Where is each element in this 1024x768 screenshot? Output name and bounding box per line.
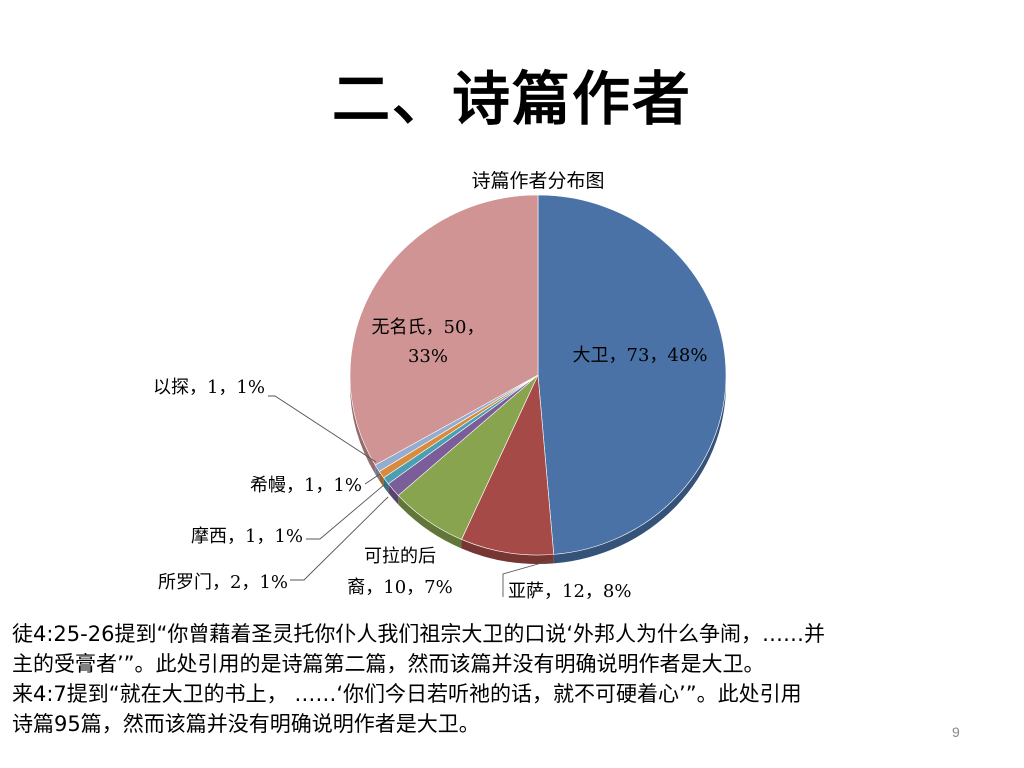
slice-label-7-0: 无名氏，50， (372, 317, 485, 338)
slice-label-7-1: 33% (408, 346, 448, 367)
slide-title: 二、诗篇作者 (331, 65, 692, 133)
slice-side-6 (375, 465, 380, 481)
pie-slices (349, 194, 727, 556)
slice-label-2-0: 可拉的后 (364, 546, 436, 567)
slice-label-4: 摩西，1，1% (191, 526, 303, 547)
slice-label-2-1: 裔，10，7% (347, 577, 452, 598)
body-text: 徒4:25-26提到“你曾藉着圣灵托你仆人我们祖宗大卫的口说‘外邦人为什么争闹，… (12, 619, 1012, 739)
slice-side-4 (383, 477, 389, 493)
chart-title: 诗篇作者分布图 (471, 170, 604, 192)
slice-side-7 (350, 375, 376, 474)
leader-line-3 (290, 496, 389, 581)
leader-line-4 (306, 483, 386, 540)
slice-side-5 (379, 471, 384, 487)
pie-slice-1 (461, 373, 555, 556)
body-line-4: 诗篇95篇，然而该篇并没有明确说明作者是大卫。 (12, 712, 480, 736)
pie-slice-0 (537, 194, 727, 555)
slice-label-5: 希幔，1，1% (250, 475, 362, 496)
slice-label-1: 亚萨，12，8% (508, 581, 631, 602)
page-number: 9 (952, 724, 960, 740)
slice-side-1 (461, 539, 554, 564)
pie-slice-7 (349, 194, 539, 466)
pie-depth (350, 375, 726, 564)
body-line-2: 主的受膏者’”。此处引用的是诗篇第二篇，然而该篇并没有明确说明作者是大卫。 (12, 652, 765, 676)
body-line-3: 来4:7提到“就在大卫的书上， ……‘你们今日若听祂的话，就不可硬着心’”。此处… (12, 682, 802, 706)
slice-label-6: 以探，1，1% (153, 377, 265, 398)
body-line-1: 徒4:25-26提到“你曾藉着圣灵托你仆人我们祖宗大卫的口说‘外邦人为什么争闹，… (12, 622, 826, 646)
slice-label-0: 大卫，73，48% (573, 345, 708, 366)
slice-label-3: 所罗门，2，1% (158, 572, 288, 593)
leader-line-6 (268, 395, 377, 463)
leader-line-1 (502, 559, 553, 597)
leader-line-5 (364, 473, 381, 485)
slice-side-2 (398, 495, 462, 549)
slice-side-3 (388, 483, 399, 505)
